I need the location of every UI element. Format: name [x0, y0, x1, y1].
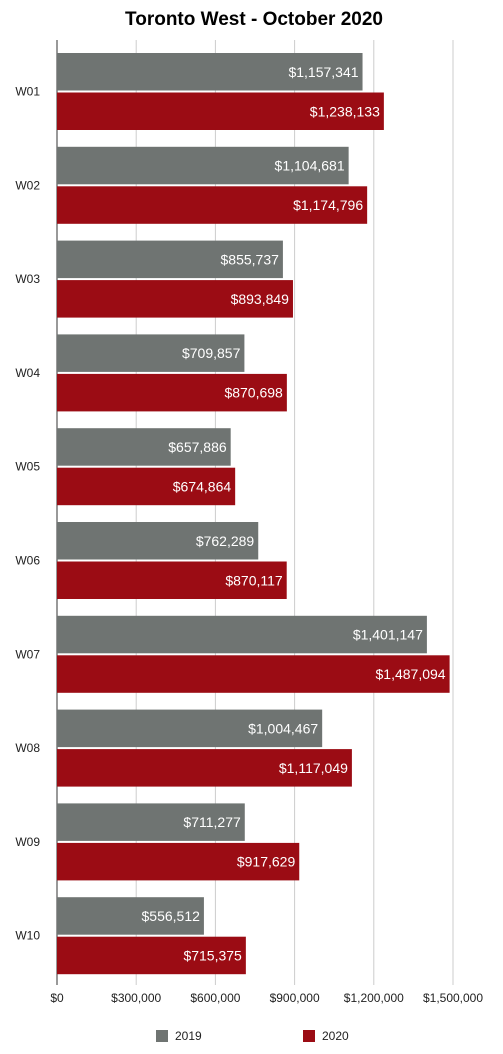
bar-w07-2019: [57, 615, 427, 654]
bar-w06-2020: [57, 561, 287, 599]
bar-w06-2019: [57, 522, 259, 560]
bar-w04-2019: [57, 334, 245, 372]
data-label-w03-2020: $893,849: [231, 291, 290, 307]
x-tick-label-2: $600,000: [190, 991, 240, 1005]
x-tick-label-3: $900,000: [270, 991, 320, 1005]
data-label-w06-2019: $762,289: [196, 533, 255, 549]
x-tick-label-5: $1,500,000: [423, 991, 483, 1005]
data-label-w01-2020: $1,238,133: [310, 103, 380, 119]
category-label-w01: W01: [15, 85, 40, 99]
category-label-w07: W07: [15, 647, 40, 661]
category-label-w04: W04: [15, 366, 40, 380]
data-label-w06-2020: $870,117: [225, 572, 283, 588]
legend-swatch-2020: [303, 1030, 315, 1042]
bar-w09-2020: [57, 842, 300, 881]
bar-w04-2020: [57, 373, 287, 412]
bar-w09-2019: [57, 803, 245, 841]
legend-swatch-2019: [156, 1030, 168, 1042]
data-label-w01-2019: $1,157,341: [288, 64, 358, 80]
category-label-w06: W06: [15, 554, 40, 568]
data-label-w02-2019: $1,104,681: [275, 158, 345, 174]
bar-w02-2020: [57, 186, 368, 224]
x-tick-label-0: $0: [50, 991, 64, 1005]
data-label-w08-2020: $1,117,049: [279, 760, 348, 776]
x-axis-ticks: $0 $300,000 $600,000 $900,000 $1,200,000 $1,5…: [50, 991, 483, 1005]
data-label-w09-2020: $917,629: [237, 854, 296, 870]
legend-label-2019: 2019: [175, 1029, 202, 1043]
bar-w05-2019: [57, 428, 231, 466]
legend-label-2020: 2020: [322, 1029, 349, 1043]
data-label-w02-2020: $1,174,796: [293, 197, 363, 213]
data-label-w03-2019: $855,737: [221, 251, 280, 267]
bar-w08-2019: [57, 709, 323, 748]
bar-w01-2019: [57, 53, 363, 91]
bar-w07-2020: [57, 655, 450, 693]
bar-w08-2020: [57, 749, 352, 787]
data-label-w04-2019: $709,857: [182, 345, 241, 361]
category-label-w02: W02: [15, 178, 40, 192]
bar-w02-2019: [57, 146, 349, 185]
data-label-w05-2020: $674,864: [173, 478, 232, 494]
category-label-w05: W05: [15, 460, 40, 474]
bar-w03-2019: [57, 240, 283, 279]
data-label-w04-2020: $870,698: [224, 385, 283, 401]
data-label-w08-2019: $1,004,467: [248, 720, 318, 736]
data-label-w05-2019: $657,886: [168, 439, 227, 455]
bar-w10-2019: [57, 897, 204, 935]
data-label-w10-2020: $715,375: [183, 947, 242, 963]
data-label-w10-2019: $556,512: [142, 908, 201, 924]
data-label-w07-2020: $1,487,094: [376, 666, 446, 682]
category-label-w10: W10: [15, 929, 40, 943]
bar-w03-2020: [57, 280, 293, 318]
chart-title: Toronto West - October 2020: [125, 9, 383, 30]
x-tick-label-4: $1,200,000: [344, 991, 404, 1005]
data-label-w09-2019: $711,277: [183, 814, 241, 830]
bar-w01-2020: [57, 92, 384, 130]
category-label-w03: W03: [15, 272, 40, 286]
bar-w10-2020: [57, 936, 246, 975]
legend: 2019 2020: [156, 1029, 349, 1043]
bar-w05-2020: [57, 467, 236, 506]
data-label-w07-2019: $1,401,147: [353, 627, 423, 643]
x-tick-label-1: $300,000: [111, 991, 161, 1005]
category-label-w09: W09: [15, 835, 40, 849]
category-labels: W01 W02 W03 W04 W05 W06 W07 W08 W09 W10: [15, 85, 40, 943]
bars: $1,157,341 $1,238,133 $1,104,681 $1,174,796…: [57, 53, 450, 975]
category-label-w08: W08: [15, 741, 40, 755]
